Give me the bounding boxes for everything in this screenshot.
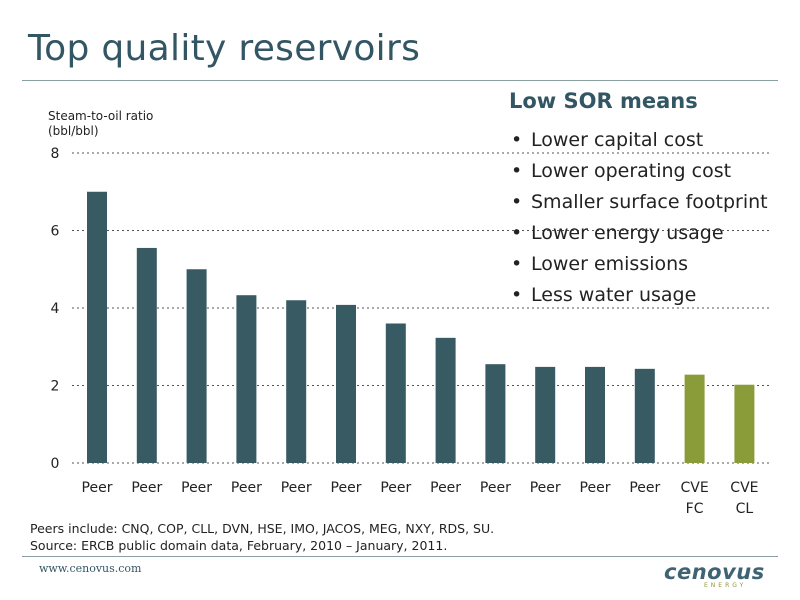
x-category-label: Peer <box>331 480 362 496</box>
benefit-item: Lower capital cost <box>510 128 780 152</box>
bar <box>186 269 207 463</box>
x-category-label: Peer <box>231 480 262 496</box>
x-category-label: Peer <box>629 480 660 496</box>
x-category-label: Peer <box>580 480 611 496</box>
x-category-label: Peer <box>82 480 113 496</box>
title-divider <box>22 80 778 81</box>
website-link[interactable]: www.cenovus.com <box>39 562 142 575</box>
source-footnote: Source: ERCB public domain data, Februar… <box>30 538 448 553</box>
cenovus-logo: cenovus ENERGY <box>664 560 764 590</box>
logo-wordmark: cenovus <box>664 560 765 584</box>
y-tick-label: 2 <box>51 379 60 395</box>
bar <box>684 374 705 463</box>
benefits-list: Lower capital cost Lower operating cost … <box>510 128 780 314</box>
x-category-label: Peer <box>181 480 212 496</box>
bar <box>136 247 157 463</box>
bar <box>634 368 655 463</box>
sor-bar-chart: 0 2 4 6 8 Peer Peer Peer Peer Peer Peer Peer Peer Pee… <box>51 146 770 517</box>
x-category-label: Peer <box>380 480 411 496</box>
panel-title: Low SOR means <box>509 89 698 113</box>
x-category-label: CL <box>736 501 754 517</box>
bar <box>585 366 605 463</box>
bar <box>734 384 755 463</box>
bar <box>385 323 406 463</box>
x-category-label: Peer <box>480 480 511 496</box>
bar <box>535 366 556 463</box>
benefit-item: Less water usage <box>510 283 780 307</box>
x-category-label: CVE <box>680 480 708 496</box>
y-axis-label: Steam-to-oil ratio (bbl/bbl) <box>48 109 154 138</box>
y-tick-label: 6 <box>51 224 60 240</box>
benefit-item: Smaller surface footprint <box>510 190 780 214</box>
peers-footnote: Peers include: CNQ, COP, CLL, DVN, HSE, … <box>30 521 495 536</box>
logo-subtext: ENERGY <box>704 582 747 589</box>
bar <box>87 191 107 463</box>
x-category-label: Peer <box>281 480 312 496</box>
bar <box>336 304 356 463</box>
benefit-item: Lower energy usage <box>510 221 780 245</box>
x-category-label: CVE <box>730 480 758 496</box>
slide-title: Top quality reservoirs <box>28 28 421 69</box>
bar <box>485 364 506 463</box>
y-tick-label: 0 <box>51 456 60 472</box>
footer-divider <box>22 556 778 557</box>
bar <box>236 295 257 463</box>
y-tick-label: 4 <box>51 301 60 317</box>
benefit-item: Lower emissions <box>510 252 780 276</box>
benefit-item: Lower operating cost <box>510 159 780 183</box>
x-category-label: Peer <box>530 480 561 496</box>
x-category-label: Peer <box>430 480 461 496</box>
y-tick-label: 8 <box>51 146 60 162</box>
bar <box>286 300 307 463</box>
bar <box>435 337 456 463</box>
x-category-label: Peer <box>131 480 162 496</box>
x-category-label: FC <box>686 501 704 517</box>
